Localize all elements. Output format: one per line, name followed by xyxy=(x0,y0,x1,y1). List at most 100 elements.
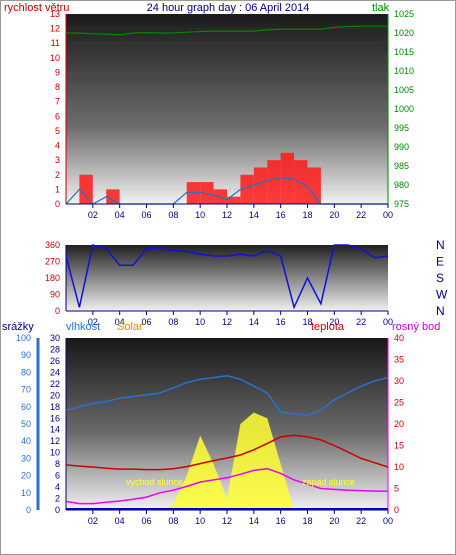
wind-panel-bg xyxy=(66,14,388,204)
humidity-legend: vlhkost xyxy=(66,321,100,333)
x-tick-label: 14 xyxy=(249,210,259,220)
compass-label: W xyxy=(436,288,448,302)
x-tick-label: 06 xyxy=(141,516,151,526)
pressure-tick-label: 975 xyxy=(394,199,409,209)
compass-label: S xyxy=(436,271,444,285)
x-tick-label: 04 xyxy=(115,317,125,327)
mid-tick-label: 2 xyxy=(55,494,60,504)
rain-tick-label: 100 xyxy=(16,333,31,343)
pressure-tick-label: 985 xyxy=(394,161,409,171)
direction-line xyxy=(65,244,389,310)
pressure-tick-label: 980 xyxy=(394,180,409,190)
x-tick-label: 08 xyxy=(168,210,178,220)
rain-tick-label: 60 xyxy=(21,402,31,412)
x-tick-label: 20 xyxy=(329,317,339,327)
wind-tick-label: 11 xyxy=(51,38,60,48)
direction-tick-label: 90 xyxy=(50,290,60,300)
mid-tick-label: 10 xyxy=(50,448,60,458)
pressure-tick-label: 1005 xyxy=(394,85,414,95)
rain-tick-label: 20 xyxy=(21,471,31,481)
direction-tick-label: 0 xyxy=(55,306,60,316)
wind-tick-label: 3 xyxy=(55,155,60,165)
mid-tick-label: 8 xyxy=(55,459,60,469)
mid-tick-label: 18 xyxy=(50,402,60,412)
x-tick-label: 10 xyxy=(195,317,205,327)
x-tick-label: 22 xyxy=(356,317,366,327)
wind-gust-bar xyxy=(294,160,308,204)
sunset-label: západ slunce xyxy=(302,477,355,487)
right-tick-label: 10 xyxy=(394,462,404,472)
x-tick-label: 22 xyxy=(356,516,366,526)
mid-tick-label: 16 xyxy=(50,413,60,423)
x-tick-label: 14 xyxy=(249,516,259,526)
x-tick-label: 00 xyxy=(383,317,393,327)
wind-gust-bar xyxy=(267,160,281,204)
page-title: 24 hour graph day : 06 April 2014 xyxy=(147,2,310,14)
climate-panel-bg xyxy=(66,338,388,510)
x-tick-label: 20 xyxy=(329,516,339,526)
pressure-tick-label: 1025 xyxy=(394,9,414,19)
compass-label: E xyxy=(436,255,444,269)
rain-tick-label: 40 xyxy=(21,436,31,446)
wind-tick-label: 8 xyxy=(55,82,60,92)
direction-tick-label: 180 xyxy=(45,273,60,283)
pressure-tick-label: 1000 xyxy=(394,104,414,114)
x-tick-label: 10 xyxy=(195,210,205,220)
direction-panel-bg xyxy=(66,245,388,311)
rain-tick-label: 50 xyxy=(21,419,31,429)
rain-tick-label: 0 xyxy=(26,505,31,515)
x-tick-label: 00 xyxy=(383,516,393,526)
temperature-legend: teplota xyxy=(311,321,345,333)
wind-tick-label: 10 xyxy=(50,53,60,63)
wind-gust-bar xyxy=(240,174,254,204)
mid-tick-label: 24 xyxy=(50,367,60,377)
dewpoint-legend: rosný bod xyxy=(392,321,440,333)
direction-tick-label: 360 xyxy=(45,240,60,250)
dewpoint-line xyxy=(65,467,388,505)
mid-tick-label: 22 xyxy=(50,379,60,389)
wind-tick-label: 7 xyxy=(55,97,60,107)
pressure-line xyxy=(66,25,388,36)
wind-tick-label: 13 xyxy=(50,9,60,19)
wind-tick-label: 12 xyxy=(50,24,60,34)
wind-gust-bar xyxy=(253,167,268,204)
right-tick-label: 5 xyxy=(394,484,399,494)
mid-tick-label: 0 xyxy=(55,505,60,515)
compass-label: N xyxy=(436,304,445,318)
wind-tick-label: 1 xyxy=(55,184,60,194)
mid-tick-label: 6 xyxy=(55,471,60,481)
x-tick-label: 16 xyxy=(276,516,286,526)
mid-tick-label: 14 xyxy=(50,425,60,435)
x-tick-label: 16 xyxy=(276,210,286,220)
mid-tick-label: 4 xyxy=(55,482,60,492)
rain-tick-label: 30 xyxy=(21,453,31,463)
mid-tick-label: 28 xyxy=(50,344,60,354)
humidity-line xyxy=(65,375,389,417)
solar-legend: Solar xyxy=(117,321,143,333)
x-tick-label: 12 xyxy=(222,317,232,327)
wind-gust-bar xyxy=(186,182,201,204)
wind-tick-label: 9 xyxy=(55,67,60,77)
x-tick-label: 06 xyxy=(141,210,151,220)
wind-tick-label: 2 xyxy=(55,170,60,180)
mid-tick-label: 30 xyxy=(50,333,60,343)
wind-axis-title: rychlost větru xyxy=(4,2,69,14)
wind-gust-bar xyxy=(307,167,321,204)
right-tick-label: 0 xyxy=(394,505,399,515)
pressure-tick-label: 1020 xyxy=(394,28,414,38)
x-tick-label: 04 xyxy=(115,516,125,526)
right-tick-label: 15 xyxy=(394,441,404,451)
right-tick-label: 30 xyxy=(394,376,404,386)
wind-gust-bar xyxy=(106,189,120,204)
wind-gust-bar xyxy=(213,189,227,204)
x-tick-label: 12 xyxy=(222,210,232,220)
x-tick-label: 18 xyxy=(302,210,312,220)
direction-tick-label: 270 xyxy=(45,257,60,267)
x-tick-label: 02 xyxy=(88,317,98,327)
mid-tick-label: 26 xyxy=(50,356,60,366)
x-tick-label: 12 xyxy=(222,516,232,526)
x-tick-label: 16 xyxy=(276,317,286,327)
rain-tick-label: 70 xyxy=(21,385,31,395)
pressure-tick-label: 1010 xyxy=(394,66,414,76)
wind-gust-bar xyxy=(200,182,214,204)
